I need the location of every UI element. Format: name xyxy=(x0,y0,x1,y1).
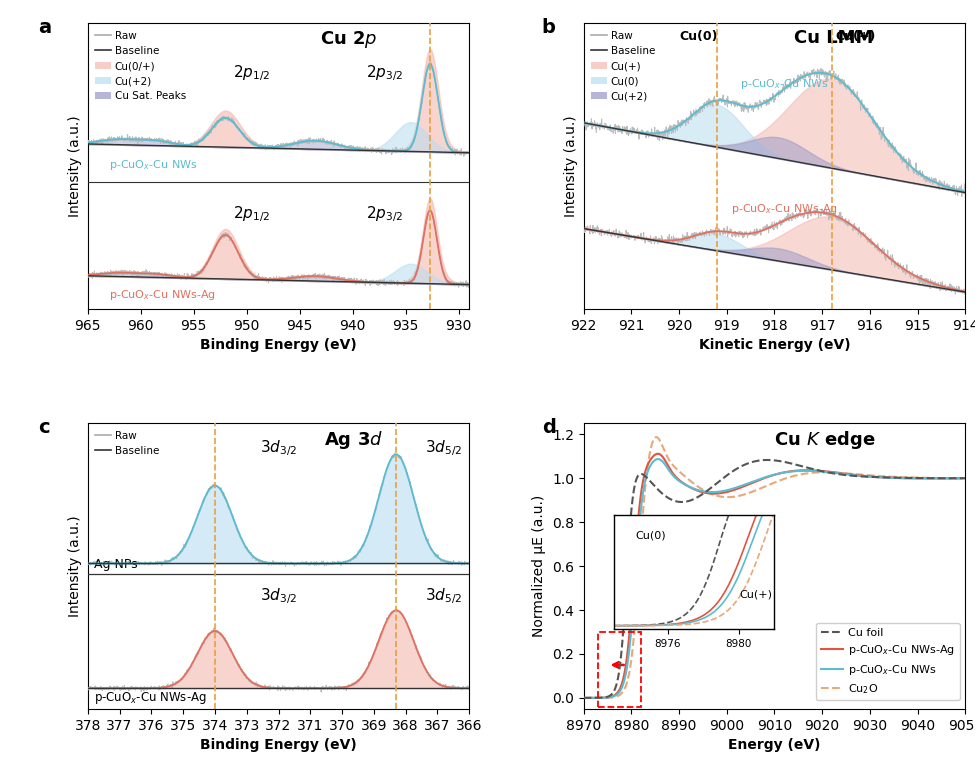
Text: b: b xyxy=(542,18,556,37)
Text: $3d_{3/2}$: $3d_{3/2}$ xyxy=(260,586,297,605)
p-CuO$_x$-Cu NWs xyxy=(652,454,664,464)
Cu$_2$O xyxy=(754,485,765,494)
Text: d: d xyxy=(542,418,556,436)
p-CuO$_x$-Cu NWs-Ag xyxy=(598,693,609,703)
p-CuO$_x$-Cu NWs-Ag xyxy=(578,693,590,703)
Bar xyxy=(598,632,641,707)
Cu$_2$O xyxy=(949,474,960,483)
p-CuO$_x$-Cu NWs xyxy=(949,474,960,483)
p-CuO$_x$-Cu NWs xyxy=(959,474,971,483)
p-CuO$_x$-Cu NWs xyxy=(578,693,590,703)
Cu foil xyxy=(761,455,773,464)
X-axis label: Kinetic Energy (eV): Kinetic Energy (eV) xyxy=(699,338,850,352)
Text: Cu(+): Cu(+) xyxy=(836,30,876,44)
p-CuO$_x$-Cu NWs xyxy=(763,471,775,481)
Cu foil xyxy=(959,474,971,483)
Line: p-CuO$_x$-Cu NWs: p-CuO$_x$-Cu NWs xyxy=(584,459,965,698)
Text: c: c xyxy=(38,418,50,436)
p-CuO$_x$-Cu NWs xyxy=(949,474,960,483)
Text: $3d_{3/2}$: $3d_{3/2}$ xyxy=(260,438,297,457)
p-CuO$_x$-Cu NWs-Ag xyxy=(949,474,960,483)
p-CuO$_x$-Cu NWs xyxy=(878,473,890,482)
Text: Cu(0): Cu(0) xyxy=(679,30,718,44)
p-CuO$_x$-Cu NWs-Ag xyxy=(652,449,664,458)
X-axis label: Energy (eV): Energy (eV) xyxy=(728,738,821,753)
Text: $2p_{1/2}$: $2p_{1/2}$ xyxy=(233,63,271,83)
Legend: Raw, Baseline, Cu(+), Cu(0), Cu(+2): Raw, Baseline, Cu(+), Cu(0), Cu(+2) xyxy=(589,29,657,104)
Legend: Raw, Baseline, Cu(0/+), Cu(+2), Cu Sat. Peaks: Raw, Baseline, Cu(0/+), Cu(+2), Cu Sat. … xyxy=(93,29,188,104)
Text: p-CuO$_x$-Cu NWs: p-CuO$_x$-Cu NWs xyxy=(109,158,198,172)
Cu foil xyxy=(578,693,590,703)
Cu$_2$O xyxy=(878,472,890,481)
Cu$_2$O xyxy=(650,432,662,442)
p-CuO$_x$-Cu NWs-Ag xyxy=(959,474,971,483)
Text: p-CuO$_x$-Cu NWs: p-CuO$_x$-Cu NWs xyxy=(740,77,829,91)
Text: a: a xyxy=(38,18,52,37)
Text: $2p_{1/2}$: $2p_{1/2}$ xyxy=(233,204,271,224)
Y-axis label: Intensity (a.u.): Intensity (a.u.) xyxy=(565,115,578,217)
p-CuO$_x$-Cu NWs-Ag xyxy=(949,474,960,483)
Line: Cu foil: Cu foil xyxy=(584,460,965,698)
Y-axis label: Intensity (a.u.): Intensity (a.u.) xyxy=(68,115,82,217)
p-CuO$_x$-Cu NWs-Ag xyxy=(763,471,775,481)
Text: Cu $K$ edge: Cu $K$ edge xyxy=(774,429,877,451)
X-axis label: Binding Energy (eV): Binding Energy (eV) xyxy=(200,738,357,753)
Cu$_2$O xyxy=(959,474,971,483)
Cu foil xyxy=(878,473,890,482)
Text: $2p_{3/2}$: $2p_{3/2}$ xyxy=(366,204,403,224)
Text: p-CuO$_x$-Cu NWs-Ag: p-CuO$_x$-Cu NWs-Ag xyxy=(95,690,207,707)
Text: Cu 2$p$: Cu 2$p$ xyxy=(321,29,378,50)
Line: Cu$_2$O: Cu$_2$O xyxy=(584,437,965,698)
Cu foil xyxy=(754,456,765,465)
Legend: Cu foil, p-CuO$_x$-Cu NWs-Ag, p-CuO$_x$-Cu NWs, Cu$_2$O: Cu foil, p-CuO$_x$-Cu NWs-Ag, p-CuO$_x$-… xyxy=(816,623,959,700)
Y-axis label: Normalized μE (a.u.): Normalized μE (a.u.) xyxy=(532,495,546,637)
Cu$_2$O xyxy=(598,693,609,703)
Text: p-CuO$_x$-Cu NWs-Ag: p-CuO$_x$-Cu NWs-Ag xyxy=(109,287,215,301)
p-CuO$_x$-Cu NWs-Ag xyxy=(754,475,765,485)
Text: Ag NPs: Ag NPs xyxy=(95,559,137,571)
X-axis label: Binding Energy (eV): Binding Energy (eV) xyxy=(200,338,357,352)
p-CuO$_x$-Cu NWs-Ag xyxy=(878,473,890,482)
Text: Cu LMM: Cu LMM xyxy=(794,29,873,47)
Cu foil xyxy=(763,456,775,465)
Text: p-CuO$_x$-Cu NWs-Ag: p-CuO$_x$-Cu NWs-Ag xyxy=(730,202,838,216)
Line: p-CuO$_x$-Cu NWs-Ag: p-CuO$_x$-Cu NWs-Ag xyxy=(584,453,965,698)
p-CuO$_x$-Cu NWs xyxy=(598,693,609,703)
Cu$_2$O xyxy=(578,693,590,703)
Text: $3d_{5/2}$: $3d_{5/2}$ xyxy=(425,438,462,457)
Cu$_2$O xyxy=(949,474,960,483)
Text: $2p_{3/2}$: $2p_{3/2}$ xyxy=(366,63,403,83)
Cu$_2$O xyxy=(763,480,775,489)
Text: Ag 3$d$: Ag 3$d$ xyxy=(325,429,383,451)
Cu foil xyxy=(949,474,960,483)
Cu foil xyxy=(598,693,609,702)
p-CuO$_x$-Cu NWs xyxy=(754,474,765,484)
Y-axis label: Intensity (a.u.): Intensity (a.u.) xyxy=(68,515,82,617)
Text: $3d_{5/2}$: $3d_{5/2}$ xyxy=(425,586,462,605)
Cu foil xyxy=(949,474,960,483)
Legend: Raw, Baseline: Raw, Baseline xyxy=(93,428,161,458)
